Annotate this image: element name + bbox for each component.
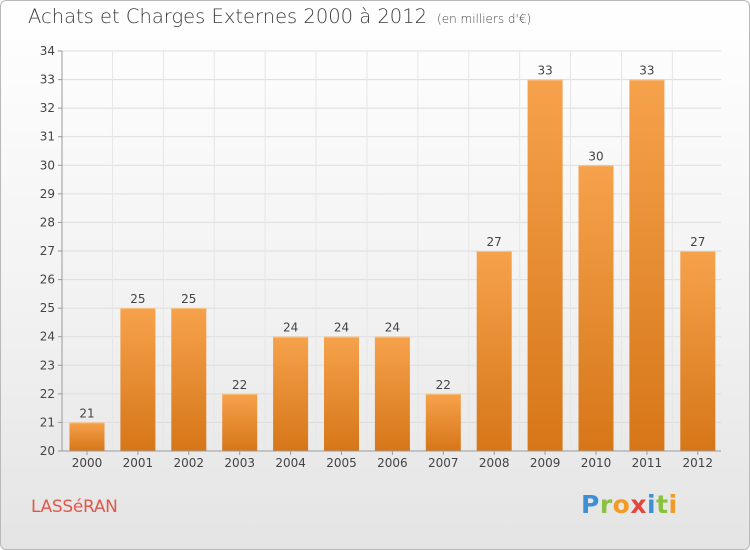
chart-unit: (en milliers d'€) (437, 12, 532, 26)
x-tick-label: 2007 (428, 456, 459, 470)
data-label: 33 (639, 64, 654, 78)
y-tick-label: 29 (40, 187, 55, 201)
data-label: 22 (436, 378, 451, 392)
x-tick-label: 2011 (632, 456, 663, 470)
y-tick-label: 34 (40, 44, 55, 58)
bar (476, 251, 512, 451)
y-tick-label: 26 (40, 273, 55, 287)
y-tick-label: 30 (40, 158, 55, 172)
x-tick-label: 2012 (683, 456, 714, 470)
y-tick-label: 22 (40, 387, 55, 401)
data-label: 33 (537, 64, 552, 78)
x-tick-label: 2000 (72, 456, 103, 470)
data-label: 25 (130, 292, 145, 306)
bar (222, 393, 258, 451)
y-tick-label: 20 (40, 444, 55, 458)
y-tick-label: 28 (40, 215, 55, 229)
data-label: 30 (588, 149, 603, 163)
data-label: 21 (79, 406, 94, 420)
commune-name: LASSéRAN (31, 497, 118, 517)
chart-title-text: Achats et Charges Externes 2000 à 2012 (28, 5, 428, 28)
bar (120, 308, 156, 451)
chart-title: Achats et Charges Externes 2000 à 2012 (e… (28, 5, 531, 28)
y-tick-label: 33 (40, 73, 55, 87)
x-tick-label: 2003 (224, 456, 255, 470)
bar (578, 165, 614, 452)
bar (425, 393, 461, 451)
x-tick-label: 2002 (174, 456, 205, 470)
y-tick-label: 21 (40, 415, 55, 429)
data-label: 24 (385, 321, 400, 335)
data-label: 24 (334, 321, 349, 335)
bar (680, 251, 716, 451)
x-tick-label: 2005 (326, 456, 357, 470)
x-tick-label: 2008 (479, 456, 510, 470)
data-label: 25 (181, 292, 196, 306)
y-tick-label: 32 (40, 101, 55, 115)
bar (374, 336, 410, 451)
bar (629, 79, 665, 452)
data-label: 27 (487, 235, 502, 249)
data-label: 22 (232, 378, 247, 392)
bar (527, 79, 563, 452)
bar (324, 336, 359, 451)
y-tick-label: 23 (40, 358, 55, 372)
data-label: 27 (690, 235, 705, 249)
bar (69, 422, 105, 451)
y-tick-label: 27 (40, 244, 55, 258)
x-tick-label: 2009 (530, 456, 561, 470)
proxiti-logo: Proxiti (581, 490, 678, 519)
bar (273, 336, 309, 451)
y-tick-label: 31 (40, 130, 55, 144)
data-label: 24 (283, 321, 298, 335)
x-tick-label: 2004 (275, 456, 306, 470)
x-tick-label: 2001 (123, 456, 154, 470)
bar (171, 308, 207, 451)
x-tick-label: 2006 (377, 456, 408, 470)
y-tick-label: 24 (40, 330, 55, 344)
y-tick-label: 25 (40, 301, 55, 315)
x-tick-label: 2010 (581, 456, 612, 470)
